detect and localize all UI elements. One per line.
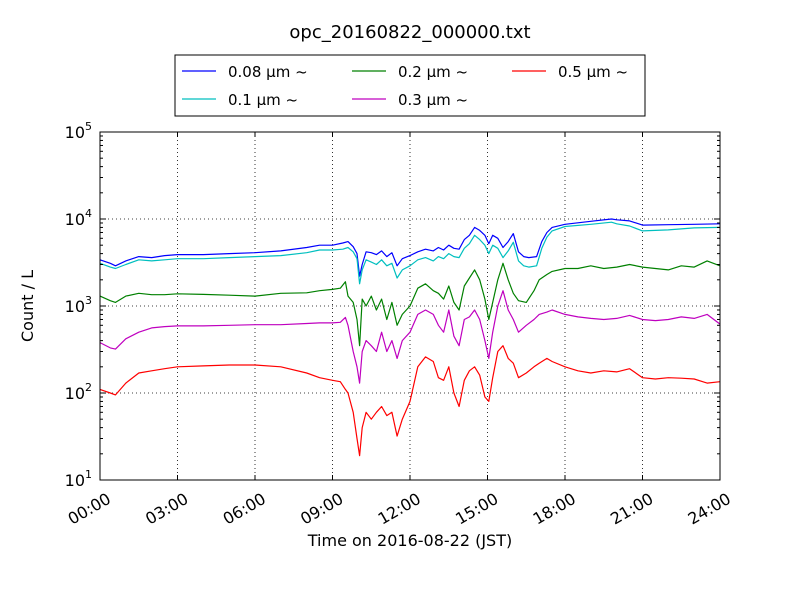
x-tick-label: 09:00	[297, 489, 346, 529]
legend-label-0: 0.08 μm ~	[228, 63, 308, 81]
series-line-4	[99, 345, 721, 457]
x-tick-label: 18:00	[530, 489, 579, 529]
legend-label-3: 0.3 μm ~	[398, 91, 468, 109]
grid	[100, 132, 720, 480]
y-tick-label: 102	[65, 381, 92, 403]
x-tick-label: 12:00	[375, 489, 424, 529]
x-tick-label: 06:00	[220, 489, 269, 529]
x-tick-label: 15:00	[452, 489, 501, 529]
chart-title: opc_20160822_000000.txt	[289, 22, 530, 43]
series-line-3	[99, 290, 721, 384]
legend-label-4: 0.5 μm ~	[558, 63, 628, 81]
series-line-2	[99, 260, 721, 347]
series-layer	[99, 218, 721, 457]
legend-box	[174, 54, 646, 117]
series-line-0	[99, 218, 721, 277]
x-axis-label: Time on 2016-08-22 (JST)	[307, 531, 512, 550]
y-tick-label: 105	[65, 120, 92, 142]
y-tick-label: 104	[65, 207, 92, 229]
legend: 0.08 μm ~ 0.1 μm ~ 0.2 μm ~ 0.3 μm ~ 0.5 μm …	[174, 54, 646, 117]
x-tick-labels: 00:00 03:00 06:00 09:00 12:00 15:00 18:00 21:00…	[65, 489, 734, 529]
x-tick-label: 21:00	[607, 489, 656, 529]
x-tick-label: 00:00	[65, 489, 114, 529]
ticks	[99, 131, 721, 481]
x-tick-label: 24:00	[685, 489, 734, 529]
y-tick-labels: 101 102 103 104 105	[65, 120, 92, 490]
legend-label-2: 0.2 μm ~	[398, 63, 468, 81]
x-tick-label: 03:00	[142, 489, 191, 529]
series-line-1	[99, 221, 721, 285]
legend-label-1: 0.1 μm ~	[228, 91, 298, 109]
y-tick-label: 103	[65, 294, 92, 316]
y-tick-label: 101	[65, 468, 92, 490]
y-axis-label: Count / L	[18, 270, 37, 342]
